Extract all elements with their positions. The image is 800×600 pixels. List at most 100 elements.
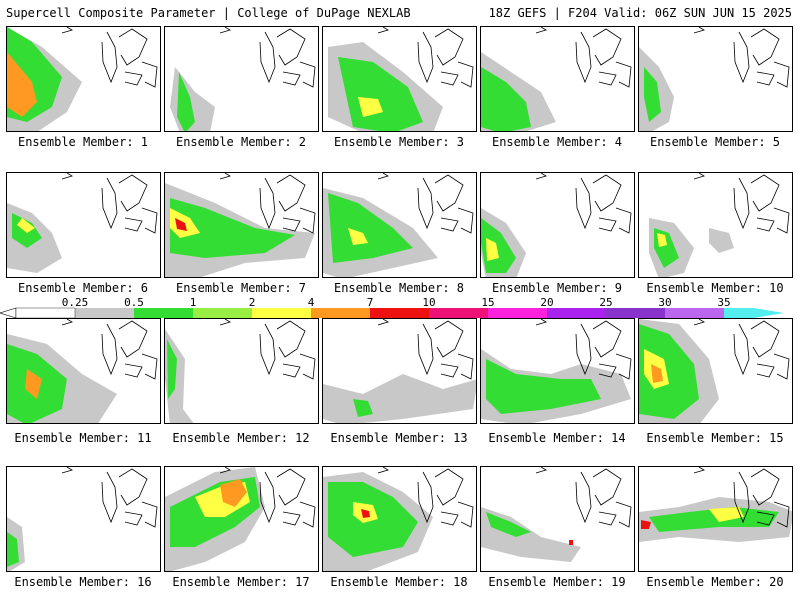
- coastline-3: [440, 511, 459, 526]
- coastline-2: [615, 353, 632, 380]
- coastline-3: [282, 363, 301, 378]
- ensemble-member-map: [6, 466, 161, 572]
- ensemble-member-label: Ensemble Member: 9: [491, 281, 623, 295]
- ensemble-member-map: [638, 172, 793, 278]
- coastline-1: [750, 174, 780, 212]
- ensemble-member-map: [322, 318, 477, 424]
- legend-swatch-4: [311, 308, 370, 318]
- member-field-plot: [7, 467, 158, 571]
- ensemble-member-map: [164, 466, 319, 572]
- legend-swatch-5: [370, 308, 429, 318]
- coastline-3: [756, 217, 775, 232]
- ensemble-member-map: [480, 26, 635, 132]
- legend-tick-label: 2: [249, 296, 256, 309]
- scp-contour-3: [361, 509, 370, 518]
- scp-contour-1: [7, 532, 19, 567]
- coastline-3: [282, 71, 301, 86]
- ensemble-member-map: [322, 172, 477, 278]
- coastline-1: [750, 28, 780, 66]
- scp-contour-3: [709, 228, 734, 253]
- coastline-3: [756, 363, 775, 378]
- member-field-plot: [165, 467, 316, 571]
- ensemble-member-label: Ensemble Member: 4: [491, 135, 623, 149]
- coastline-4: [535, 319, 547, 326]
- coastline-3: [124, 217, 143, 232]
- scp-contour-0: [481, 507, 581, 562]
- coastline-1: [592, 468, 622, 506]
- coastline-1: [592, 174, 622, 212]
- coastline-2: [615, 501, 632, 528]
- ensemble-member-label: Ensemble Member: 14: [488, 431, 626, 445]
- ensemble-member-label: Ensemble Member: 13: [330, 431, 468, 445]
- coastline-4: [377, 27, 389, 34]
- scp-contour-0: [323, 374, 476, 423]
- ensemble-member-label: Ensemble Member: 19: [488, 575, 626, 589]
- ensemble-member-map: [638, 466, 793, 572]
- coastline-0: [417, 31, 434, 84]
- scp-contour-3: [220, 479, 247, 507]
- member-field-plot: [7, 27, 158, 131]
- coastline-4: [535, 173, 547, 180]
- member-field-plot: [323, 319, 476, 423]
- coastline-1: [276, 468, 306, 506]
- member-field-plot: [7, 319, 158, 423]
- ensemble-member-label: Ensemble Member: 2: [175, 135, 307, 149]
- scp-contour-1: [644, 67, 661, 122]
- coastline-2: [141, 207, 158, 234]
- coastline-1: [592, 28, 622, 66]
- coastline-0: [733, 471, 750, 524]
- coastline-0: [259, 471, 276, 524]
- coastline-2: [457, 353, 474, 380]
- coastline-1: [434, 468, 464, 506]
- legend-tick-label: 0.5: [124, 296, 144, 309]
- scp-contour-1: [486, 512, 531, 537]
- ensemble-member-label: Ensemble Member: 17: [172, 575, 310, 589]
- legend-swatch-7: [488, 308, 547, 318]
- legend-swatch-9: [606, 308, 665, 318]
- legend-swatch-0: [75, 308, 134, 318]
- coastline-0: [101, 323, 118, 376]
- scp-contour-1: [170, 198, 295, 258]
- ensemble-member-map: [6, 26, 161, 132]
- coastline-4: [61, 173, 73, 180]
- member-field-plot: [481, 319, 632, 423]
- legend-tick-label: 15: [481, 296, 494, 309]
- coastline-3: [598, 511, 617, 526]
- coastline-0: [417, 323, 434, 376]
- coastline-2: [299, 353, 316, 380]
- coastline-4: [377, 319, 389, 326]
- scp-contour-1: [167, 339, 177, 399]
- coastline-3: [598, 363, 617, 378]
- member-field-plot: [639, 467, 792, 542]
- ensemble-member-label: Ensemble Member: 3: [333, 135, 465, 149]
- scp-contour-1: [639, 324, 699, 419]
- coastline-2: [299, 207, 316, 234]
- ensemble-member-label: Ensemble Member: 12: [172, 431, 310, 445]
- ensemble-member-label: Ensemble Member: 10: [646, 281, 784, 295]
- coastline-4: [219, 319, 231, 326]
- coastline-1: [750, 468, 780, 506]
- coastline-2: [141, 61, 158, 88]
- scp-contour-2: [358, 97, 383, 117]
- scp-contour-2: [657, 233, 667, 247]
- coastline-4: [377, 173, 389, 180]
- coastline-2: [457, 207, 474, 234]
- coastline-3: [124, 363, 143, 378]
- coastline-2: [773, 207, 790, 234]
- member-field-plot: [481, 27, 632, 131]
- member-field-plot: [165, 319, 316, 423]
- scp-contour-2: [17, 218, 35, 233]
- scp-contour-1: [177, 72, 195, 131]
- legend-tick-label: 1: [190, 296, 197, 309]
- coastline-4: [377, 467, 389, 474]
- coastline-1: [434, 320, 464, 358]
- coastline-0: [259, 177, 276, 230]
- coastline-3: [598, 217, 617, 232]
- coastline-4: [61, 319, 73, 326]
- legend-swatch-3: [252, 308, 311, 318]
- member-field-plot: [649, 173, 790, 277]
- scp-contour-1: [353, 399, 373, 417]
- coastline-1: [118, 320, 148, 358]
- coastline-0: [733, 31, 750, 84]
- ensemble-member-map: [6, 318, 161, 424]
